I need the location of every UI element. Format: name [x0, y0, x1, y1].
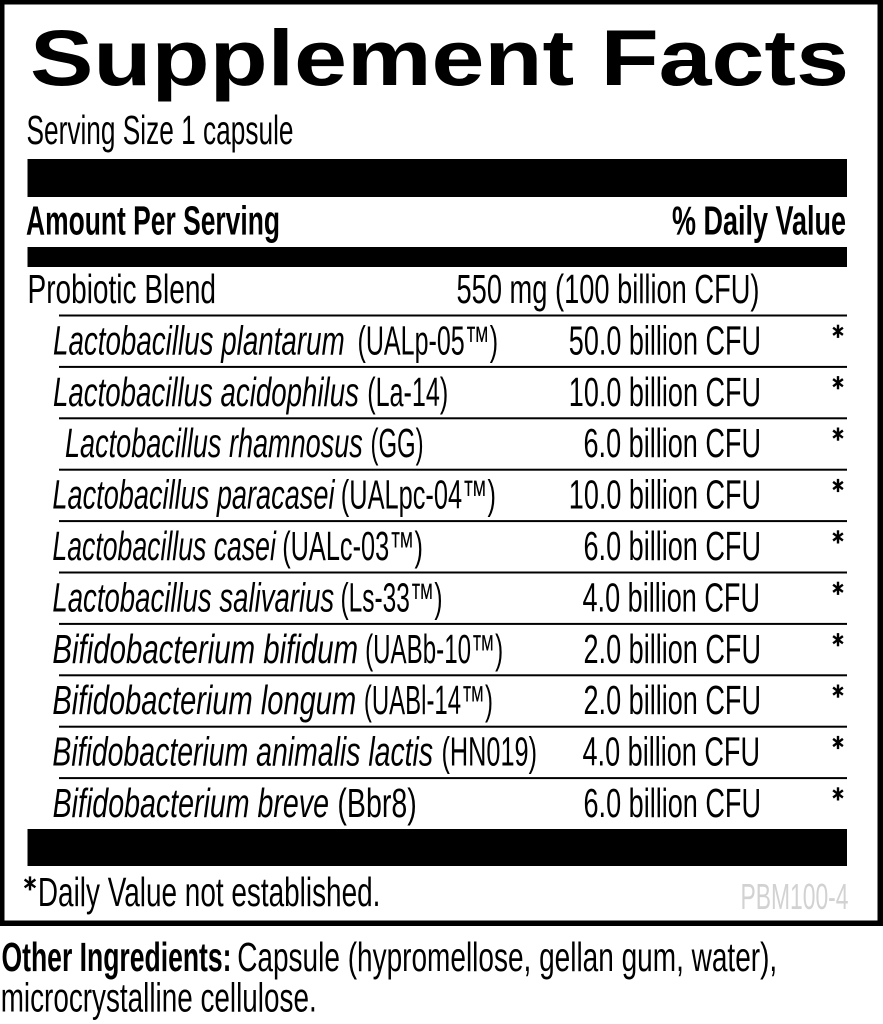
svg-text:(UABl-14™): (UABl-14™): [364, 677, 493, 723]
svg-text:(Bbr8): (Bbr8): [337, 780, 416, 826]
svg-text:(UALpc-04™): (UALpc-04™): [341, 472, 496, 518]
svg-text:(HN019): (HN019): [442, 729, 538, 775]
svg-text:10.0 billion CFU: 10.0 billion CFU: [569, 472, 761, 518]
svg-text:Bifidobacterium breve: Bifidobacterium breve: [53, 780, 329, 826]
svg-text:2.0 billion CFU: 2.0 billion CFU: [584, 677, 762, 723]
svg-text:10.0 billion CFU: 10.0 billion CFU: [569, 369, 761, 415]
svg-text:Supplement Facts: Supplement Facts: [30, 13, 849, 102]
svg-text:Probiotic Blend: Probiotic Blend: [28, 266, 217, 312]
svg-text:Amount Per Serving: Amount Per Serving: [26, 198, 280, 244]
svg-text:(La-14): (La-14): [367, 369, 448, 415]
svg-text:Bifidobacterium bifidum: Bifidobacterium bifidum: [52, 626, 358, 672]
svg-text:Serving Size 1 capsule: Serving Size 1 capsule: [27, 107, 294, 153]
svg-text:Bifidobacterium animalis lacti: Bifidobacterium animalis lactis: [52, 729, 433, 775]
svg-text:2.0 billion CFU: 2.0 billion CFU: [584, 626, 762, 672]
svg-text:PBM100-4: PBM100-4: [741, 876, 849, 917]
svg-text:% Daily Value: % Daily Value: [672, 198, 846, 244]
svg-text:Lactobacillus rhamnosus: Lactobacillus rhamnosus: [65, 420, 363, 466]
svg-text:Capsule (hypromellose, gellan: Capsule (hypromellose, gellan gum, water…: [237, 934, 777, 980]
svg-text:4.0 billion CFU: 4.0 billion CFU: [583, 574, 761, 620]
svg-text:(GG): (GG): [371, 420, 424, 466]
svg-text:microcrystalline cellulose.: microcrystalline cellulose.: [1, 975, 317, 1021]
svg-text:6.0 billion CFU: 6.0 billion CFU: [584, 780, 762, 826]
svg-text:(UALp-05™): (UALp-05™): [358, 317, 499, 363]
svg-text:Other Ingredients:: Other Ingredients:: [2, 934, 232, 980]
svg-text:Daily Value not established.: Daily Value not established.: [38, 869, 381, 915]
svg-text:50.0 billion CFU: 50.0 billion CFU: [569, 317, 761, 363]
svg-text:6.0 billion CFU: 6.0 billion CFU: [584, 523, 762, 569]
svg-text:6.0 billion CFU: 6.0 billion CFU: [584, 420, 762, 466]
svg-text:Lactobacillus paracasei: Lactobacillus paracasei: [52, 472, 335, 518]
svg-text:Lactobacillus plantarum: Lactobacillus plantarum: [53, 317, 345, 363]
svg-text:(UABb-10™): (UABb-10™): [365, 626, 503, 672]
svg-text:550 mg (100 billion CFU): 550 mg (100 billion CFU): [457, 266, 760, 312]
svg-text:Lactobacillus casei: Lactobacillus casei: [52, 523, 276, 569]
svg-text:Lactobacillus salivarius: Lactobacillus salivarius: [52, 574, 334, 620]
svg-text:(UALc-03™): (UALc-03™): [282, 523, 423, 569]
svg-text:Lactobacillus acidophilus: Lactobacillus acidophilus: [53, 369, 359, 415]
svg-text:4.0 billion CFU: 4.0 billion CFU: [583, 729, 761, 775]
svg-text:Bifidobacterium longum: Bifidobacterium longum: [52, 677, 356, 723]
svg-text:(Ls-33™): (Ls-33™): [341, 574, 443, 620]
